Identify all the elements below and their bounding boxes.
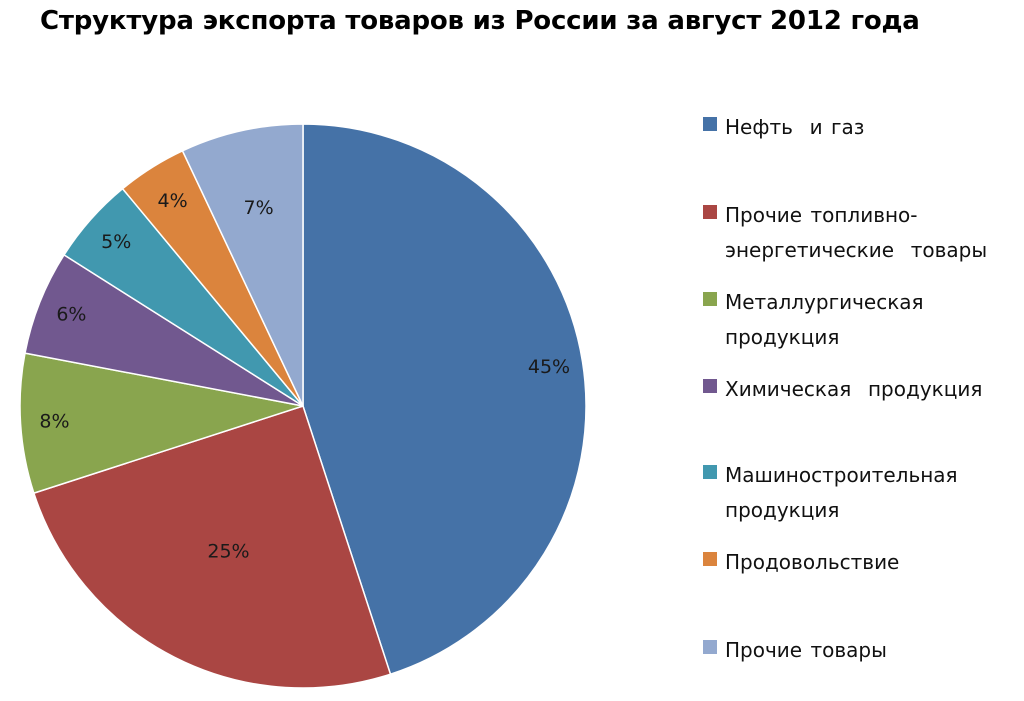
pie-slice-7: [181, 123, 304, 407]
pie-slice-label-3: 8%: [39, 411, 69, 433]
pie-slice-label-1: 45%: [528, 356, 570, 378]
pie-slice-1: [302, 123, 587, 676]
pie-slice-label-6: 4%: [158, 190, 188, 212]
pie-slice-label-2: 25%: [207, 541, 249, 563]
pie-slice-label-4: 6%: [56, 304, 86, 326]
pie-slice-label-5: 5%: [101, 231, 131, 253]
pie-slice-label-7: 7%: [244, 197, 274, 219]
pie-slice-2: [32, 405, 392, 689]
chart-title: Структура экспорта товаров из России за …: [40, 6, 920, 36]
pie-slice-3: [19, 352, 304, 495]
